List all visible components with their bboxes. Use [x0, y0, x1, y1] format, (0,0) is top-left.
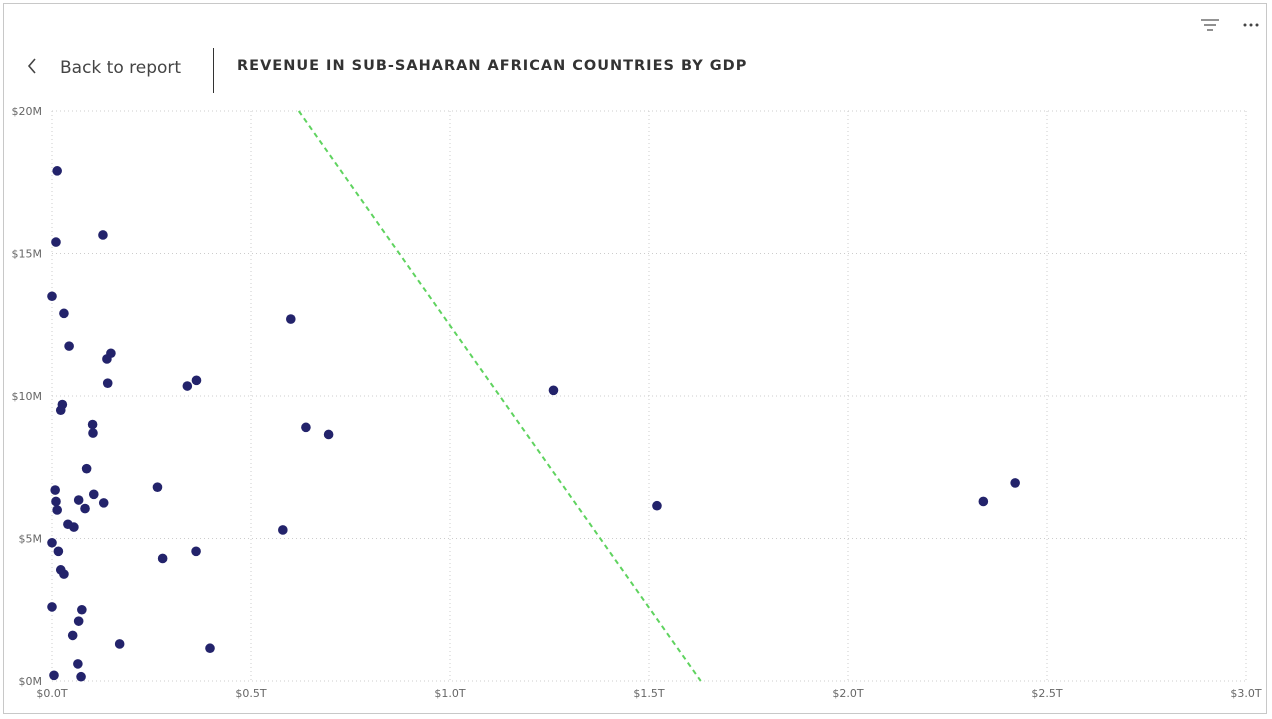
y-tick-label: $20M — [12, 105, 43, 118]
data-point[interactable] — [52, 166, 62, 176]
data-point[interactable] — [191, 375, 202, 386]
data-point[interactable] — [652, 500, 662, 511]
data-point[interactable] — [59, 569, 69, 579]
data-point[interactable] — [73, 616, 84, 626]
x-tick-label: $2.0T — [832, 687, 863, 700]
y-tick-label: $5M — [19, 533, 43, 546]
data-point[interactable] — [47, 537, 57, 548]
data-point[interactable] — [51, 496, 61, 507]
data-point[interactable] — [64, 341, 74, 351]
data-point[interactable] — [205, 643, 215, 654]
data-point[interactable] — [47, 602, 57, 612]
more-options-icon[interactable] — [1240, 14, 1262, 36]
x-tick-label: $1.5T — [633, 687, 664, 700]
data-point[interactable] — [47, 291, 57, 302]
chart-title: REVENUE IN SUB-SAHARAN AFRICAN COUNTRIES… — [237, 58, 748, 74]
y-tick-label: $10M — [12, 390, 43, 403]
chevron-left-icon — [26, 57, 60, 79]
data-point[interactable] — [81, 463, 92, 474]
data-point[interactable] — [152, 482, 163, 493]
visual-frame: Back to report REVENUE IN SUB-SAHARAN AF… — [3, 3, 1267, 714]
data-point[interactable] — [301, 422, 311, 433]
x-tick-label: $1.0T — [434, 687, 465, 700]
header: Back to report REVENUE IN SUB-SAHARAN AF… — [4, 44, 1266, 94]
data-point[interactable] — [50, 485, 60, 495]
data-point[interactable] — [51, 237, 61, 247]
data-point[interactable] — [80, 503, 90, 514]
data-point[interactable] — [77, 604, 87, 615]
data-point[interactable] — [286, 314, 296, 324]
data-point[interactable] — [53, 546, 64, 557]
data-point[interactable] — [67, 630, 78, 641]
data-point[interactable] — [323, 429, 334, 440]
back-to-report-button[interactable]: Back to report — [26, 50, 181, 86]
data-point[interactable] — [102, 354, 112, 364]
data-point[interactable] — [98, 230, 108, 240]
data-point[interactable] — [182, 381, 193, 391]
y-tick-label: $15M — [12, 248, 43, 261]
data-point[interactable] — [978, 496, 989, 507]
data-point[interactable] — [102, 378, 113, 388]
data-point[interactable] — [55, 405, 66, 416]
data-point[interactable] — [278, 525, 288, 535]
data-point[interactable] — [49, 670, 59, 681]
x-tick-label: $2.5T — [1031, 687, 1062, 700]
data-point[interactable] — [191, 546, 201, 557]
data-point[interactable] — [76, 671, 86, 682]
data-point[interactable] — [59, 308, 69, 319]
data-point[interactable] — [73, 495, 84, 505]
x-tick-label: $0.0T — [36, 687, 67, 700]
back-label: Back to report — [60, 58, 182, 78]
data-point[interactable] — [157, 553, 168, 564]
data-point[interactable] — [73, 659, 83, 669]
y-tick-label: $0M — [19, 675, 43, 688]
data-point[interactable] — [88, 428, 98, 438]
data-point[interactable] — [98, 498, 109, 508]
data-point[interactable] — [87, 419, 98, 430]
header-divider — [213, 48, 214, 93]
filter-icon[interactable] — [1199, 14, 1221, 36]
data-point[interactable] — [88, 489, 99, 500]
data-point[interactable] — [1010, 478, 1020, 488]
x-tick-label: $3.0T — [1230, 687, 1261, 700]
x-tick-label: $0.5T — [235, 687, 266, 700]
data-point[interactable] — [114, 639, 125, 649]
data-point[interactable] — [69, 522, 79, 532]
data-point[interactable] — [52, 505, 62, 515]
data-point[interactable] — [548, 385, 559, 396]
